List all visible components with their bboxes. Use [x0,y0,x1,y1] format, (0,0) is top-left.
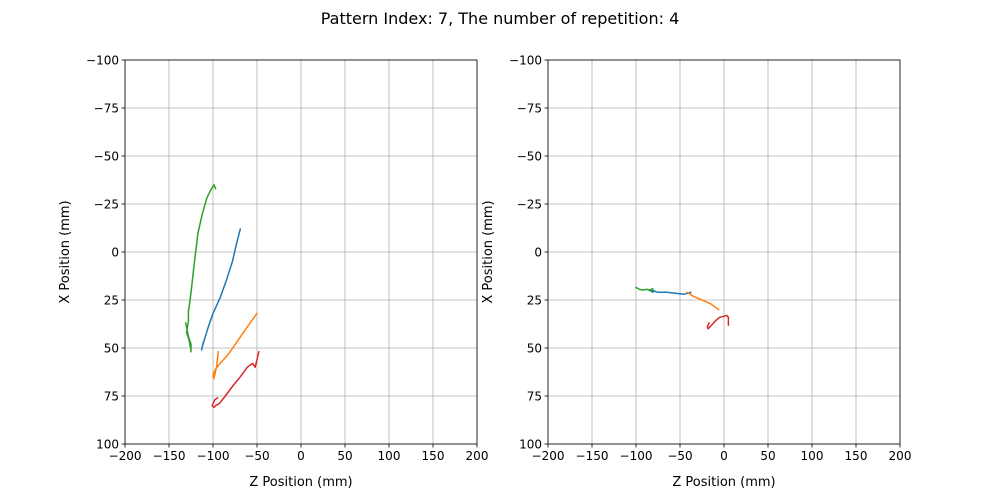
y-tick-label: 25 [527,294,542,308]
y-tick-label: 75 [104,390,119,404]
series-line-4 [211,350,260,409]
x-tick-label: 100 [378,449,401,463]
left-plot: −200 −150 −100 −50 0 50 100 150 200 −100 −75 −50 −25… [58,54,488,491]
y-tick-label: −25 [94,198,119,212]
y-tick-label: −100 [509,54,542,68]
y-tick-label: −75 [94,102,119,116]
x-tick-label: −50 [244,449,269,463]
x-tick-label: −100 [197,449,230,463]
y-axis-label: X Position (mm) [481,200,496,303]
y-tick-label: 100 [519,438,542,452]
x-tick-label: 0 [720,449,728,463]
x-tick-label: 0 [297,449,305,463]
y-tick-label: 0 [534,246,542,260]
series-line-2 [212,312,259,380]
y-tick-label: 25 [104,294,119,308]
right-plot: −200 −150 −100 −50 0 50 100 150 200 −100 −75 −50 −25… [481,54,911,491]
y-tick-label: −50 [94,150,119,164]
series-line-1 [200,228,242,351]
x-tick-label: −200 [109,449,142,463]
y-tick-label: 50 [104,342,119,356]
x-tick-label: 200 [889,449,912,463]
x-tick-label: −150 [153,449,186,463]
series-line-4 [706,314,730,330]
y-axis-label: X Position (mm) [58,200,73,303]
series-line-3 [634,286,654,293]
x-tick-label: −100 [620,449,653,463]
x-tick-label: 200 [466,449,489,463]
y-tick-label: −50 [517,150,542,164]
x-tick-label: −200 [532,449,565,463]
figure-title: Pattern Index: 7, The number of repetiti… [321,9,680,28]
y-tick-label: −100 [86,54,119,68]
x-tick-label: 150 [845,449,868,463]
x-tick-label: −150 [576,449,609,463]
x-tick-label: 100 [801,449,824,463]
y-tick-label: 50 [527,342,542,356]
x-tick-label: −50 [667,449,692,463]
series-line-3 [184,184,217,353]
y-tick-label: 100 [96,438,119,452]
series-line-1 [651,289,692,295]
x-axis-label: Z Position (mm) [249,475,352,490]
x-tick-label: 50 [760,449,775,463]
y-tick-label: −75 [517,102,542,116]
x-tick-label: 50 [337,449,352,463]
y-tick-label: −25 [517,198,542,212]
y-tick-label: 0 [111,246,119,260]
series-line-2 [686,291,720,311]
x-tick-label: 150 [422,449,445,463]
x-axis-label: Z Position (mm) [672,475,775,490]
y-tick-label: 75 [527,390,542,404]
